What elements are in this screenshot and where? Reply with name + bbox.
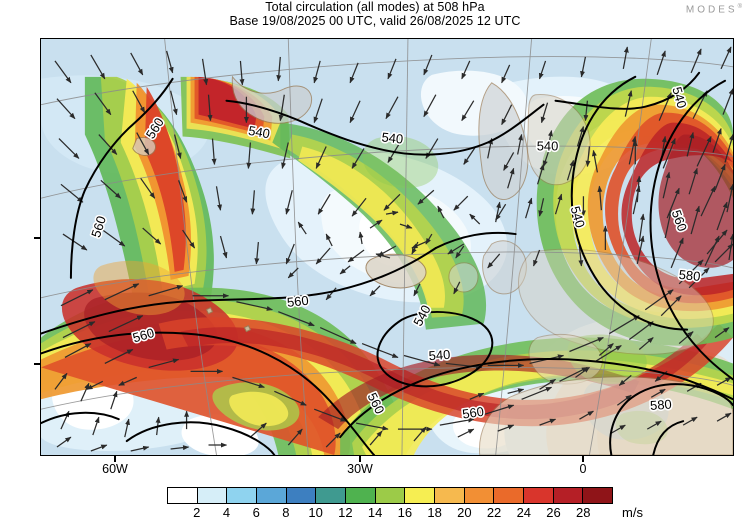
- svg-text:560: 560: [286, 293, 309, 310]
- height-contours: [41, 71, 733, 455]
- colorbar-segment-2: [227, 488, 258, 503]
- colorbar-tick-28: 28: [576, 505, 591, 520]
- colorbar-gradient: [167, 487, 613, 504]
- colorbar-segment-14: [583, 488, 613, 503]
- modes-logo-text: MODES: [685, 4, 738, 16]
- colorbar-tick-2: 2: [193, 505, 201, 520]
- ytick-mark-40n: [34, 237, 41, 239]
- colorbar-segment-10: [464, 488, 495, 503]
- xtick-label-30w: 30W: [347, 462, 373, 476]
- colorbar-unit-label: m/s: [622, 505, 643, 520]
- colorbar-segment-4: [286, 488, 317, 503]
- colorbar: 2 4 6 8 10 12 14 16 18 20 22 24 26 28: [167, 487, 613, 520]
- colorbar-ticklabels: 2 4 6 8 10 12 14 16 18 20 22 24 26 28: [167, 505, 613, 523]
- colorbar-segment-3: [257, 488, 287, 503]
- colorbar-segment-7: [375, 488, 406, 503]
- field-layer: 560 560 540 540 540 540 540 560 560 580 …: [41, 39, 733, 455]
- registered-mark-icon: ®: [737, 4, 742, 10]
- svg-text:540: 540: [537, 138, 559, 153]
- modes-logo: MODES®: [686, 4, 742, 15]
- colorbar-segment-12: [524, 488, 554, 503]
- colorbar-tick-12: 12: [338, 505, 353, 520]
- page-title: Total circulation (all modes) at 508 hPa: [265, 0, 485, 14]
- xtick-label-60w: 60W: [102, 462, 128, 476]
- colorbar-tick-16: 16: [397, 505, 413, 520]
- colorbar-tick-24: 24: [516, 505, 532, 520]
- colorbar-segment-9: [435, 488, 465, 503]
- ytick-mark-30n: [34, 363, 41, 365]
- colorbar-tick-10: 10: [308, 505, 323, 520]
- wind-vectors: [54, 46, 733, 452]
- colorbar-tick-6: 6: [252, 505, 260, 520]
- colorbar-tick-8: 8: [282, 505, 290, 520]
- colorbar-tick-4: 4: [222, 505, 231, 520]
- svg-text:540: 540: [247, 123, 271, 142]
- colorbar-tick-22: 22: [486, 505, 502, 520]
- map-canvas: 560 560 540 540 540 540 540 560 560 580 …: [41, 39, 733, 455]
- xtick-mark-60w: [114, 455, 116, 462]
- colorbar-tick-26: 26: [546, 505, 561, 520]
- svg-text:560: 560: [461, 404, 484, 422]
- colorbar-segment-6: [346, 488, 376, 503]
- xtick-mark-0: [582, 455, 584, 462]
- map-plot-area: 560 560 540 540 540 540 540 560 560 580 …: [40, 38, 734, 456]
- svg-text:580: 580: [678, 267, 701, 284]
- colorbar-tick-14: 14: [367, 505, 383, 520]
- colorbar-segment-13: [553, 488, 584, 503]
- colorbar-segment-11: [494, 488, 525, 503]
- svg-text:580: 580: [650, 397, 673, 413]
- svg-text:540: 540: [381, 129, 404, 146]
- chart-subtitle: Base 19/08/2025 00 UTC, valid 26/08/2025…: [229, 14, 521, 28]
- svg-text:540: 540: [428, 347, 451, 363]
- colorbar-segment-5: [316, 488, 347, 503]
- xtick-mark-30w: [359, 455, 361, 462]
- chart-title-block: Total circulation (all modes) at 508 hPa…: [0, 0, 750, 28]
- colorbar-segment-8: [405, 488, 436, 503]
- colorbar-segment-0: [168, 488, 198, 503]
- colorbar-tick-18: 18: [427, 505, 442, 520]
- xtick-label-0: 0: [579, 462, 587, 476]
- colorbar-tick-20: 20: [457, 505, 472, 520]
- colorbar-segment-1: [197, 488, 228, 503]
